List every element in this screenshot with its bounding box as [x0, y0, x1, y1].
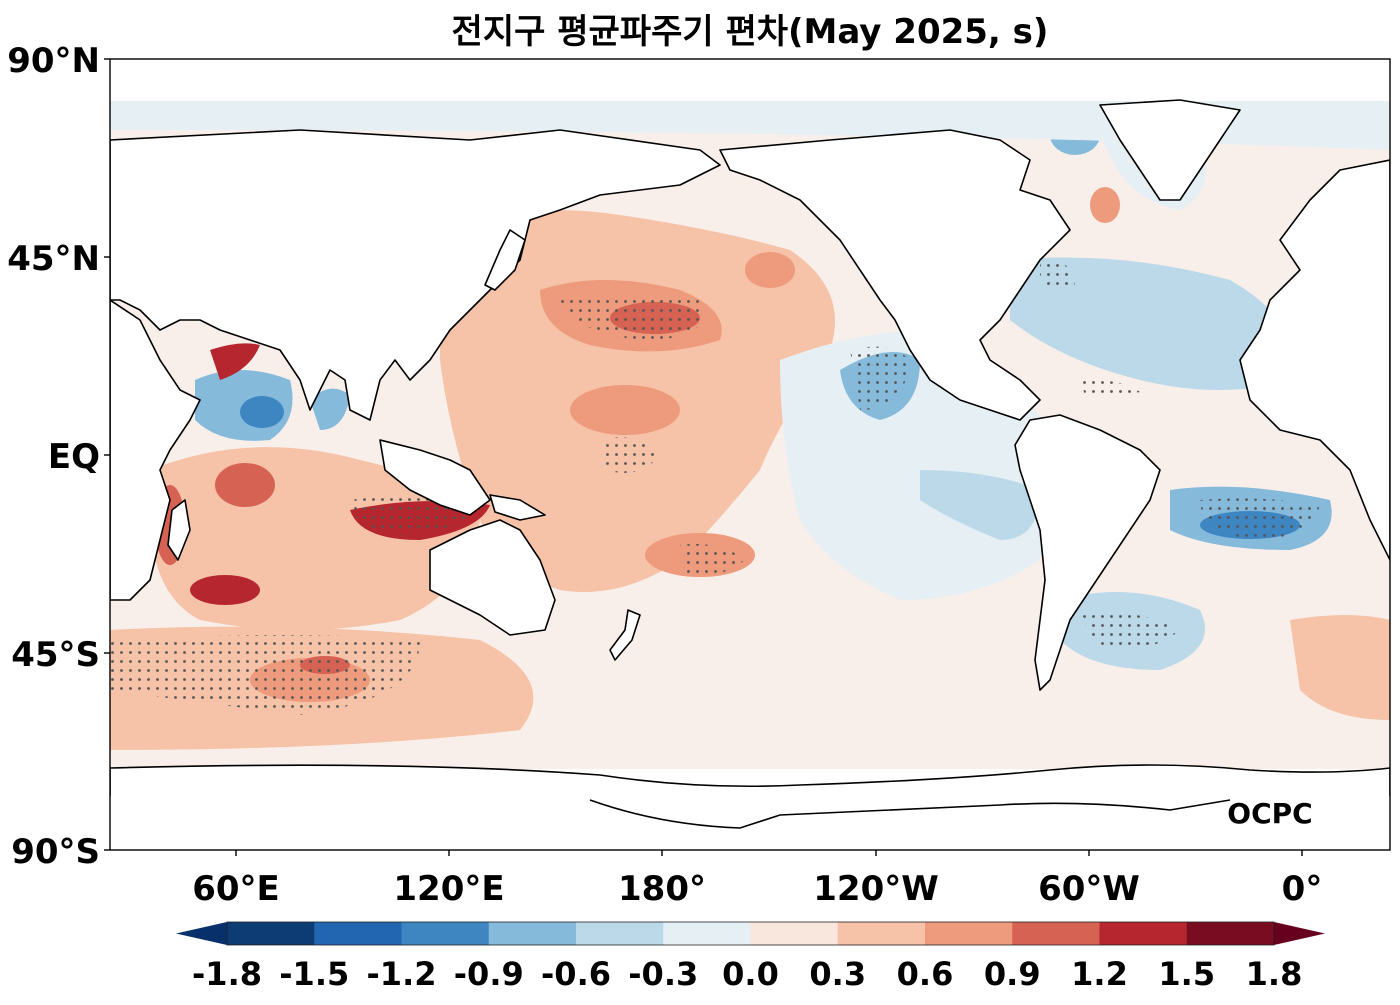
lon-label-60e: 60°E	[192, 869, 280, 909]
colorbar-under-arrow	[176, 922, 227, 945]
colorbar-tick-label: 1.5	[1158, 955, 1215, 993]
colorbar-cell	[663, 922, 751, 945]
colorbar-frame	[226, 921, 1275, 946]
significance-stippling	[110, 259, 1320, 715]
colorbar-cell	[401, 922, 490, 945]
map-panel	[110, 59, 1390, 850]
lon-label-60w: 60°W	[1038, 869, 1140, 909]
colorbar: -1.8 -1.5 -1.2 -0.9 -0.6 -0.3 0.0 0.3 0.6 0.9 1.2 1…	[176, 921, 1325, 993]
colorbar-cell	[837, 922, 926, 945]
lon-axis-labels: 60°E 120°E 180° 120°W 60°W 0°	[192, 850, 1322, 909]
lat-label-90n: 90°N	[7, 41, 100, 81]
new-zealand-landmass	[609, 609, 641, 661]
colorbar-tick-label: -1.8	[192, 955, 262, 993]
colorbar-cells	[227, 922, 1275, 945]
eurasia-landmass	[110, 129, 721, 421]
lon-label-180: 180°	[618, 869, 706, 909]
colorbar-tick-label: -0.9	[454, 955, 524, 993]
new-guinea-landmass	[489, 494, 546, 521]
colorbar-over-arrow	[1274, 922, 1325, 945]
colorbar-tick-label: 1.2	[1071, 955, 1128, 993]
madagascar-landmass	[167, 499, 191, 561]
lat-axis-labels: 90°N 45°N EQ 45°S 90°S	[7, 41, 110, 872]
colorbar-cell	[1012, 922, 1100, 945]
north-america-landmass	[719, 129, 1071, 421]
lon-label-120e: 120°E	[393, 869, 504, 909]
colorbar-tick-label: 0.3	[809, 955, 866, 993]
greenland-landmass	[1099, 99, 1241, 201]
europe-africa-east-landmass	[1239, 159, 1390, 561]
japan-landmass	[484, 229, 526, 291]
colorbar-cell	[576, 922, 664, 945]
colorbar-tick-label: -0.6	[541, 955, 611, 993]
lat-label-45n: 45°N	[7, 239, 100, 279]
colorbar-tick-label: 0.9	[984, 955, 1041, 993]
colorbar-cell	[750, 922, 839, 945]
colorbar-cell	[314, 922, 402, 945]
lon-label-0: 0°	[1282, 869, 1323, 909]
figure-title: 전지구 평균파주기 편차(May 2025, s)	[452, 12, 1049, 52]
colorbar-cell	[1186, 922, 1275, 945]
colorbar-tick-label: 0.6	[897, 955, 954, 993]
colorbar-cell	[488, 922, 577, 945]
colorbar-tick-label: -1.2	[367, 955, 437, 993]
colorbar-tick-label: -0.3	[628, 955, 698, 993]
polar-blank	[110, 796, 1390, 850]
lon-label-120w: 120°W	[813, 869, 938, 909]
lat-label-90s: 90°S	[11, 832, 100, 872]
lat-label-45s: 45°S	[11, 635, 100, 675]
ocpc-logo: OCPC	[1227, 797, 1312, 830]
maritime-continent	[379, 439, 491, 516]
lat-label-eq: EQ	[48, 437, 100, 477]
south-america-landmass	[1014, 414, 1161, 691]
colorbar-tick-label: -1.5	[279, 955, 349, 993]
africa-landmass	[110, 299, 201, 601]
colorbar-cell	[227, 922, 315, 945]
australia-landmass	[429, 519, 556, 636]
antarctic-coastline	[589, 799, 1231, 829]
colorbar-ticks: -1.8 -1.5 -1.2 -0.9 -0.6 -0.3 0.0 0.3 0.6 0.9 1.2 1…	[192, 955, 1302, 993]
colorbar-tick-label: 0.0	[722, 955, 779, 993]
colorbar-tick-label: 1.8	[1246, 955, 1303, 993]
colorbar-cell	[925, 922, 1013, 945]
colorbar-cell	[1099, 922, 1188, 945]
